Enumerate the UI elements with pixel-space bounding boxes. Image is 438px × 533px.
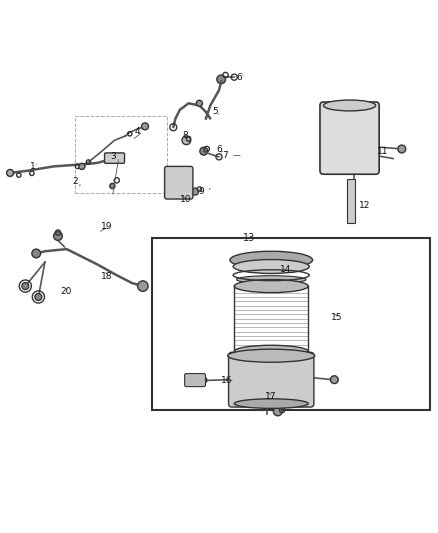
Circle shape [191, 188, 198, 195]
Circle shape [138, 281, 148, 292]
FancyBboxPatch shape [185, 374, 205, 386]
Circle shape [22, 282, 29, 289]
Circle shape [7, 169, 14, 176]
Ellipse shape [323, 100, 376, 111]
Circle shape [217, 75, 226, 84]
Ellipse shape [228, 349, 315, 362]
Ellipse shape [233, 260, 309, 273]
Bar [152, 238, 430, 410]
Text: 12: 12 [359, 201, 371, 210]
FancyBboxPatch shape [165, 166, 193, 199]
Text: 6: 6 [216, 146, 222, 155]
Text: 7: 7 [223, 151, 228, 160]
Circle shape [53, 232, 62, 240]
Text: 1: 1 [30, 162, 35, 171]
Text: 11: 11 [377, 147, 389, 156]
FancyBboxPatch shape [229, 352, 314, 407]
Circle shape [196, 100, 202, 107]
Bar [347, 180, 355, 223]
Circle shape [398, 145, 406, 153]
Circle shape [35, 294, 42, 301]
Text: 4: 4 [134, 127, 140, 136]
Text: 16: 16 [221, 376, 233, 385]
Text: 10: 10 [180, 196, 191, 205]
Text: 18: 18 [101, 272, 112, 280]
Text: 5: 5 [212, 108, 218, 117]
Circle shape [110, 183, 115, 189]
FancyBboxPatch shape [320, 102, 379, 174]
Ellipse shape [230, 251, 313, 269]
FancyBboxPatch shape [105, 153, 124, 163]
Circle shape [273, 407, 282, 416]
Bar [75, 116, 167, 192]
Circle shape [182, 136, 191, 144]
Circle shape [330, 376, 338, 384]
Text: 17: 17 [265, 392, 276, 401]
Text: 13: 13 [243, 233, 255, 243]
Circle shape [32, 249, 41, 258]
Text: 6: 6 [237, 72, 242, 82]
Text: 20: 20 [60, 287, 71, 296]
Ellipse shape [237, 276, 306, 284]
Text: 19: 19 [101, 222, 112, 231]
Text: 9: 9 [198, 187, 204, 196]
Circle shape [201, 377, 207, 383]
Circle shape [200, 147, 208, 155]
Circle shape [79, 163, 85, 169]
Text: 8: 8 [182, 132, 188, 140]
Ellipse shape [234, 399, 308, 408]
Ellipse shape [234, 345, 308, 358]
Text: 14: 14 [280, 265, 291, 274]
Text: 3: 3 [110, 152, 116, 161]
Ellipse shape [234, 279, 308, 293]
Text: 15: 15 [331, 313, 343, 322]
Circle shape [141, 123, 148, 130]
Text: 2: 2 [72, 177, 78, 186]
